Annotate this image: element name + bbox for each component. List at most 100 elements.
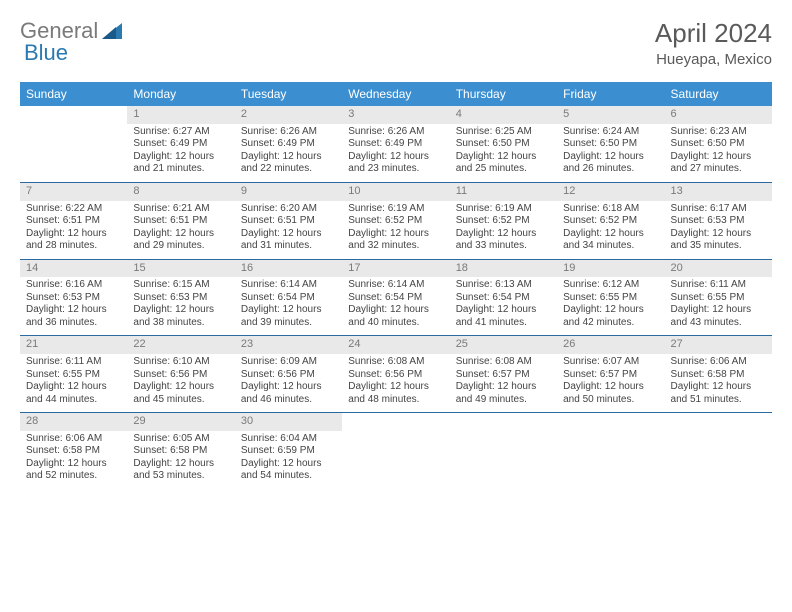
day-number: 14 (20, 260, 127, 278)
daylight-text: Daylight: 12 hours and 43 minutes. (671, 304, 766, 329)
day-number: 11 (450, 183, 557, 201)
sunset-text: Sunset: 6:51 PM (133, 215, 228, 228)
day-details: Sunrise: 6:04 AMSunset: 6:59 PMDaylight:… (235, 433, 342, 485)
calendar-body: 1Sunrise: 6:27 AMSunset: 6:49 PMDaylight… (20, 106, 772, 489)
sunset-text: Sunset: 6:53 PM (671, 215, 766, 228)
daylight-text: Daylight: 12 hours and 49 minutes. (456, 381, 551, 406)
sunrise-text: Sunrise: 6:05 AM (133, 433, 228, 446)
sunset-text: Sunset: 6:53 PM (133, 292, 228, 305)
day-number: 28 (20, 413, 127, 431)
calendar-cell: 3Sunrise: 6:26 AMSunset: 6:49 PMDaylight… (342, 106, 449, 182)
sunset-text: Sunset: 6:56 PM (348, 369, 443, 382)
day-details: Sunrise: 6:26 AMSunset: 6:49 PMDaylight:… (342, 126, 449, 178)
calendar-cell: 10Sunrise: 6:19 AMSunset: 6:52 PMDayligh… (342, 182, 449, 259)
calendar-cell: 2Sunrise: 6:26 AMSunset: 6:49 PMDaylight… (235, 106, 342, 182)
sunset-text: Sunset: 6:57 PM (563, 369, 658, 382)
title-block: April 2024 Hueyapa, Mexico (655, 18, 772, 68)
calendar-cell (665, 413, 772, 489)
day-number: 4 (450, 106, 557, 124)
day-details: Sunrise: 6:23 AMSunset: 6:50 PMDaylight:… (665, 126, 772, 178)
day-number: 21 (20, 336, 127, 354)
sunrise-text: Sunrise: 6:13 AM (456, 279, 551, 292)
sunrise-text: Sunrise: 6:20 AM (241, 203, 336, 216)
daylight-text: Daylight: 12 hours and 46 minutes. (241, 381, 336, 406)
sunrise-text: Sunrise: 6:21 AM (133, 203, 228, 216)
daylight-text: Daylight: 12 hours and 34 minutes. (563, 228, 658, 253)
sunrise-text: Sunrise: 6:26 AM (348, 126, 443, 139)
calendar-cell: 5Sunrise: 6:24 AMSunset: 6:50 PMDaylight… (557, 106, 664, 182)
sunrise-text: Sunrise: 6:14 AM (241, 279, 336, 292)
calendar-head: SundayMondayTuesdayWednesdayThursdayFrid… (20, 82, 772, 106)
calendar-table: SundayMondayTuesdayWednesdayThursdayFrid… (20, 82, 772, 489)
weekday-header: Thursday (450, 82, 557, 106)
day-number: 15 (127, 260, 234, 278)
day-details: Sunrise: 6:13 AMSunset: 6:54 PMDaylight:… (450, 279, 557, 331)
day-details: Sunrise: 6:17 AMSunset: 6:53 PMDaylight:… (665, 203, 772, 255)
day-details: Sunrise: 6:06 AMSunset: 6:58 PMDaylight:… (665, 356, 772, 408)
day-details: Sunrise: 6:26 AMSunset: 6:49 PMDaylight:… (235, 126, 342, 178)
sunset-text: Sunset: 6:52 PM (563, 215, 658, 228)
day-number: 24 (342, 336, 449, 354)
sunset-text: Sunset: 6:56 PM (241, 369, 336, 382)
weekday-header: Monday (127, 82, 234, 106)
calendar-cell (20, 106, 127, 182)
calendar-cell: 1Sunrise: 6:27 AMSunset: 6:49 PMDaylight… (127, 106, 234, 182)
page-header: General April 2024 Hueyapa, Mexico (20, 18, 772, 68)
location: Hueyapa, Mexico (655, 51, 772, 68)
day-number: 16 (235, 260, 342, 278)
weekday-header: Saturday (665, 82, 772, 106)
day-number: 8 (127, 183, 234, 201)
day-details: Sunrise: 6:18 AMSunset: 6:52 PMDaylight:… (557, 203, 664, 255)
sunrise-text: Sunrise: 6:19 AM (348, 203, 443, 216)
sunrise-text: Sunrise: 6:08 AM (348, 356, 443, 369)
sunrise-text: Sunrise: 6:06 AM (671, 356, 766, 369)
daylight-text: Daylight: 12 hours and 21 minutes. (133, 151, 228, 176)
day-details: Sunrise: 6:05 AMSunset: 6:58 PMDaylight:… (127, 433, 234, 485)
sunrise-text: Sunrise: 6:12 AM (563, 279, 658, 292)
day-details: Sunrise: 6:25 AMSunset: 6:50 PMDaylight:… (450, 126, 557, 178)
day-details: Sunrise: 6:19 AMSunset: 6:52 PMDaylight:… (342, 203, 449, 255)
sunset-text: Sunset: 6:54 PM (348, 292, 443, 305)
calendar-cell: 6 Sunrise: 6:23 AMSunset: 6:50 PMDaylight… (665, 106, 772, 182)
sunset-text: Sunset: 6:58 PM (133, 445, 228, 458)
sunset-text: Sunset: 6:54 PM (241, 292, 336, 305)
daylight-text: Daylight: 12 hours and 27 minutes. (671, 151, 766, 176)
day-details: Sunrise: 6:14 AMSunset: 6:54 PMDaylight:… (235, 279, 342, 331)
day-number: 5 (557, 106, 664, 124)
day-number: 6 (665, 106, 772, 124)
daylight-text: Daylight: 12 hours and 52 minutes. (26, 458, 121, 483)
sunset-text: Sunset: 6:53 PM (26, 292, 121, 305)
calendar-cell: 9Sunrise: 6:20 AMSunset: 6:51 PMDaylight… (235, 182, 342, 259)
daylight-text: Daylight: 12 hours and 33 minutes. (456, 228, 551, 253)
daylight-text: Daylight: 12 hours and 36 minutes. (26, 304, 121, 329)
day-details: Sunrise: 6:22 AMSunset: 6:51 PMDaylight:… (20, 203, 127, 255)
calendar-cell: 21 Sunrise: 6:11 AMSunset: 6:55 PMDayligh… (20, 336, 127, 413)
sunset-text: Sunset: 6:58 PM (26, 445, 121, 458)
daylight-text: Daylight: 12 hours and 26 minutes. (563, 151, 658, 176)
day-number: 29 (127, 413, 234, 431)
daylight-text: Daylight: 12 hours and 54 minutes. (241, 458, 336, 483)
calendar-cell: 30Sunrise: 6:04 AMSunset: 6:59 PMDayligh… (235, 413, 342, 489)
daylight-text: Daylight: 12 hours and 45 minutes. (133, 381, 228, 406)
daylight-text: Daylight: 12 hours and 42 minutes. (563, 304, 658, 329)
weekday-header: Wednesday (342, 82, 449, 106)
sunrise-text: Sunrise: 6:15 AM (133, 279, 228, 292)
daylight-text: Daylight: 12 hours and 29 minutes. (133, 228, 228, 253)
day-number: 26 (557, 336, 664, 354)
day-details: Sunrise: 6:15 AMSunset: 6:53 PMDaylight:… (127, 279, 234, 331)
daylight-text: Daylight: 12 hours and 25 minutes. (456, 151, 551, 176)
daylight-text: Daylight: 12 hours and 44 minutes. (26, 381, 121, 406)
daylight-text: Daylight: 12 hours and 31 minutes. (241, 228, 336, 253)
sunset-text: Sunset: 6:51 PM (26, 215, 121, 228)
sunset-text: Sunset: 6:52 PM (456, 215, 551, 228)
day-number: 13 (665, 183, 772, 201)
daylight-text: Daylight: 12 hours and 41 minutes. (456, 304, 551, 329)
calendar-cell: 7Sunrise: 6:22 AMSunset: 6:51 PMDaylight… (20, 182, 127, 259)
logo-text-2: Blue (24, 40, 68, 66)
day-details: Sunrise: 6:16 AMSunset: 6:53 PMDaylight:… (20, 279, 127, 331)
sunrise-text: Sunrise: 6:09 AM (241, 356, 336, 369)
day-details: Sunrise: 6:08 AMSunset: 6:56 PMDaylight:… (342, 356, 449, 408)
day-number: 22 (127, 336, 234, 354)
sunset-text: Sunset: 6:49 PM (241, 138, 336, 151)
day-details: Sunrise: 6:11 AMSunset: 6:55 PMDaylight:… (20, 356, 127, 408)
